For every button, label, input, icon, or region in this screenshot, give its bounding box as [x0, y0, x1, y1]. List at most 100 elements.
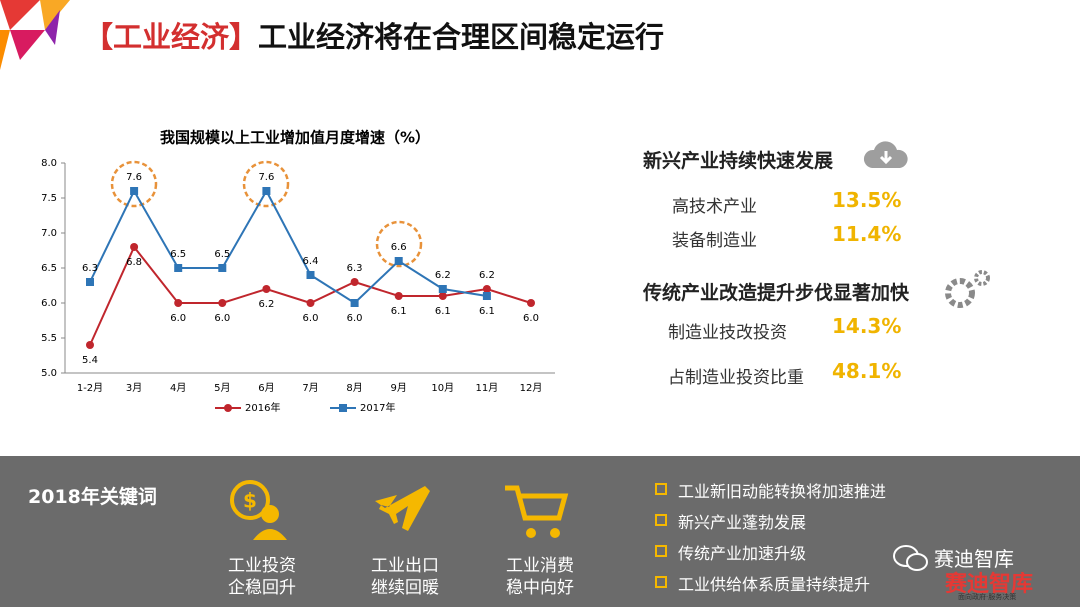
panel-item-label: 制造业技改投资: [668, 323, 787, 343]
title: 工业经济将在合理区间稳定运行: [258, 20, 665, 54]
data-label: 5.4: [82, 355, 98, 366]
point: [482, 292, 491, 300]
x-tick-label: 8月: [346, 382, 362, 394]
legend-marker: [339, 404, 347, 412]
legend-label: 2017年: [360, 401, 395, 414]
bullet-text: 工业供给体系质量持续提升: [678, 575, 871, 594]
x-tick-label: 11月: [476, 382, 499, 394]
data-label: 6.2: [435, 270, 451, 281]
bullet-text: 工业新旧动能转换将加速推进: [678, 482, 887, 501]
point: [438, 292, 447, 300]
keyword-text: 稳中向好: [506, 578, 574, 598]
data-label: 7.6: [258, 172, 274, 183]
series-line: [89, 188, 488, 305]
bullet-text: 传统产业加速升级: [678, 544, 807, 563]
point: [482, 285, 491, 293]
decoration: [0, 0, 70, 70]
gear-icon: [945, 270, 990, 308]
data-label: 6.2: [479, 270, 495, 281]
title-tag: 【工业经济】: [84, 20, 259, 54]
point: [394, 292, 403, 300]
bullet-box: [655, 545, 667, 557]
data-label: 6.1: [391, 306, 407, 317]
point: [306, 271, 315, 279]
x-tick-label: 4月: [170, 382, 186, 394]
bullet-text: 新兴产业蓬勃发展: [678, 513, 807, 532]
data-label: 6.3: [347, 263, 363, 274]
y-tick-label: 8.0: [41, 158, 57, 169]
chart-title: 我国规模以上工业增加值月度增速（%）: [160, 129, 430, 147]
x-tick-label: 6月: [258, 382, 274, 394]
logo: 赛迪智库: [945, 572, 1034, 597]
slogan: 面向政府·服务决策: [958, 593, 1017, 601]
data-label: 6.1: [479, 306, 495, 317]
panel-item-value: 13.5%: [832, 188, 902, 212]
keyword-icons: $: [230, 480, 569, 540]
watermark: 赛迪智库: [934, 547, 1014, 571]
data-label: 6.0: [347, 313, 363, 324]
data-label: 6.2: [258, 299, 274, 310]
panel-item-value: 48.1%: [832, 359, 902, 383]
keywords-title: 2018年关键词: [28, 486, 157, 508]
y-tick-label: 5.5: [41, 333, 57, 344]
point: [350, 278, 359, 286]
band: [0, 456, 1080, 607]
x-tick-label: 5月: [214, 382, 230, 394]
keyword-text: 继续回暖: [371, 578, 439, 598]
data-label: 7.6: [126, 172, 142, 183]
data-label: 6.0: [170, 313, 186, 324]
legend-label: 2016年: [245, 401, 280, 414]
point: [394, 257, 403, 265]
chart: 我国规模以上工业增加值月度增速（%） 5.0 5.5 6.0 6.5 7.0 7.5 8.0…: [41, 129, 555, 414]
y-tick-label: 5.0: [41, 368, 57, 379]
y-tick-label: 6.5: [41, 263, 57, 274]
point: [130, 187, 139, 195]
point: [262, 187, 271, 195]
x-tick-label: 1-2月: [77, 382, 103, 394]
panel-heading: 传统产业改造提升步伐显著加快: [643, 282, 910, 304]
title-wrap: 【工业经济】工业经济将在合理区间稳定运行: [84, 14, 664, 56]
data-label: 6.6: [391, 242, 407, 253]
point: [218, 264, 227, 272]
bullet-box: [655, 483, 667, 495]
point: [527, 299, 535, 307]
svg-text:$: $: [243, 489, 257, 513]
point: [130, 243, 139, 251]
data-label: 6.0: [303, 313, 319, 324]
panel-item-value: 14.3%: [832, 314, 902, 338]
y-tick-label: 7.0: [41, 228, 57, 239]
panel-item-value: 11.4%: [832, 222, 902, 246]
data-label: 6.1: [435, 306, 451, 317]
data-label: 6.0: [523, 313, 539, 324]
panel-item-label: 装备制造业: [672, 231, 757, 251]
x-tick-label: 3月: [126, 382, 142, 394]
point: [350, 299, 359, 307]
cloud-icon: [863, 141, 908, 168]
x-tick-label: 12月: [520, 382, 543, 394]
x-tick-label: 9月: [391, 382, 407, 394]
keyword-text: 工业消费: [506, 556, 574, 576]
point: [438, 285, 447, 293]
point: [262, 285, 271, 293]
x-tick-label: 7月: [302, 382, 318, 394]
panel-item-label: 高技术产业: [672, 197, 757, 217]
y-tick-label: 7.5: [41, 193, 57, 204]
point: [306, 299, 315, 307]
highlights: [110, 160, 423, 268]
data-label: 6.3: [82, 263, 98, 274]
data-label: 6.0: [214, 313, 230, 324]
bullet-box: [655, 576, 667, 588]
point: [86, 278, 94, 286]
legend-marker: [224, 404, 232, 412]
point: [86, 341, 94, 349]
y-tick-label: 6.0: [41, 298, 57, 309]
wechat-icon: [893, 545, 928, 571]
keyword-text: 工业出口: [371, 556, 439, 576]
panel-item-label: 占制造业投资比重: [668, 368, 804, 388]
point: [174, 299, 183, 307]
point: [174, 264, 183, 272]
data-label: 6.5: [170, 249, 186, 260]
x-tick-label: 10月: [431, 382, 454, 394]
data-label: 6.8: [126, 257, 142, 268]
